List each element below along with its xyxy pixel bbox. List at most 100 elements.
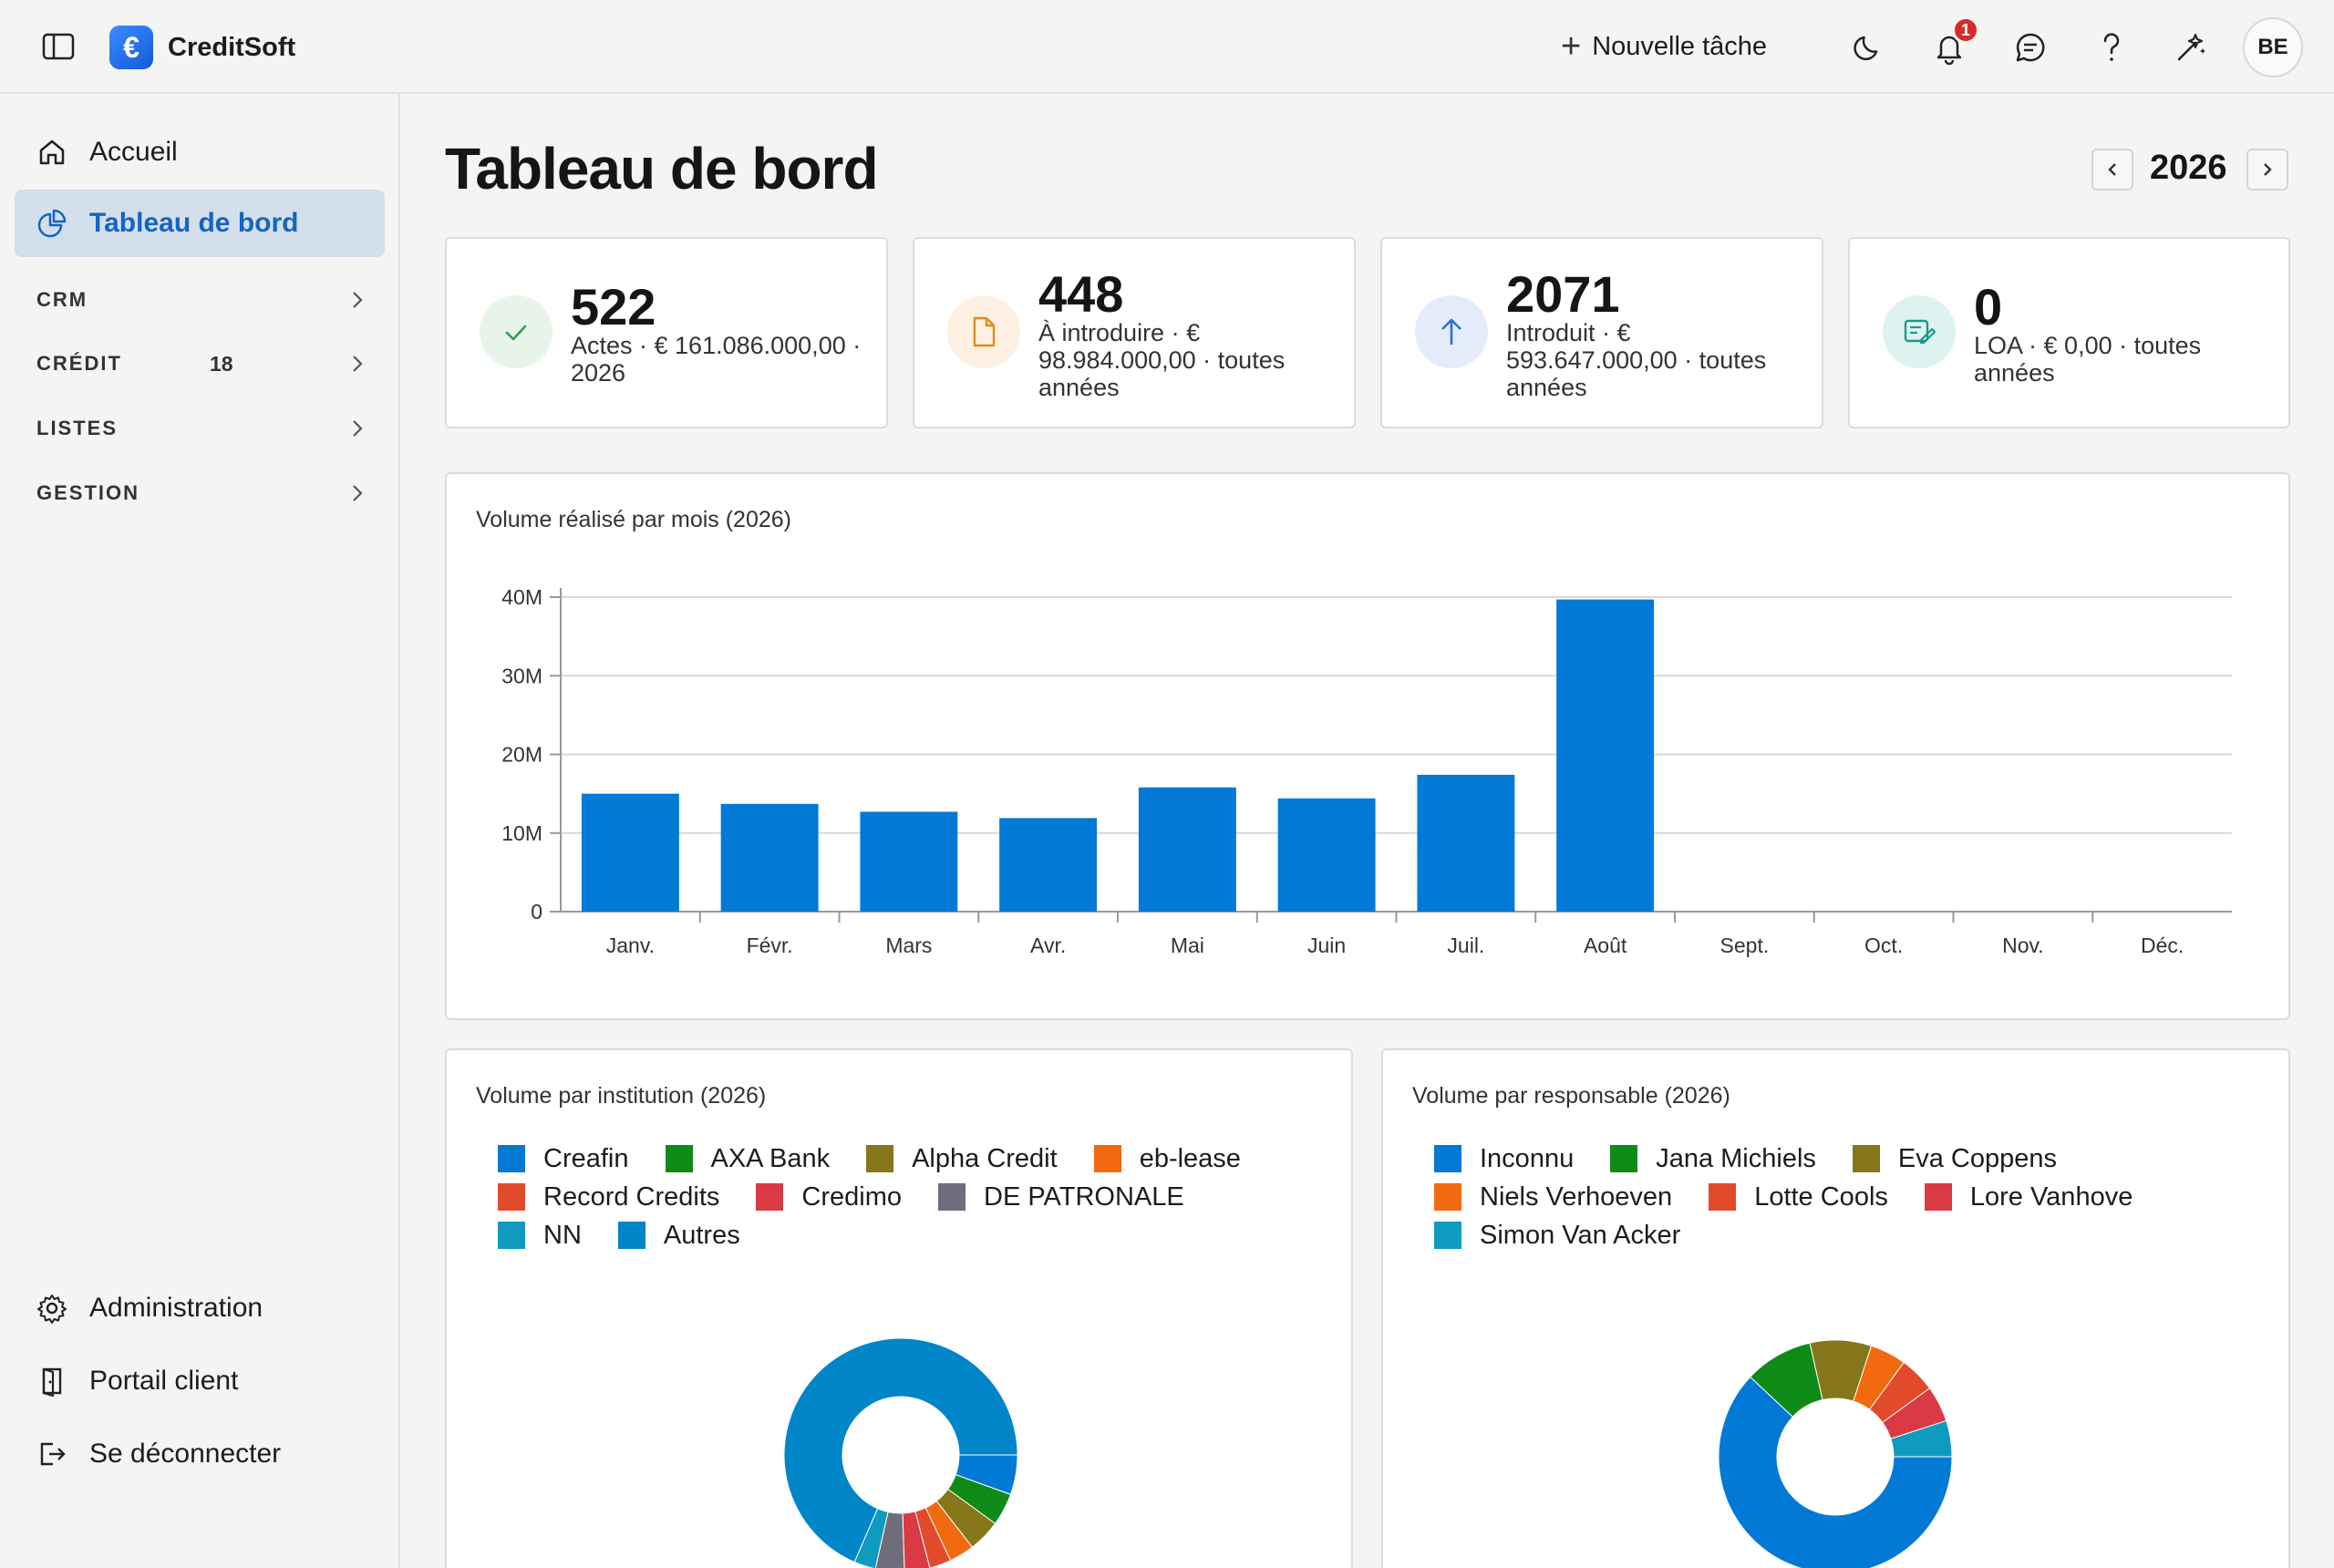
bar [1138,787,1236,912]
magic-wand-icon[interactable] [2171,27,2211,67]
legend-item[interactable]: Eva Coppens [1852,1144,2057,1173]
pie-slice [783,1337,1018,1563]
legend-swatch [938,1183,966,1211]
legend-swatch [1852,1145,1880,1172]
legend-item[interactable]: DE PATRONALE [938,1181,1184,1212]
x-tick-label: Févr. [747,934,793,957]
plus-icon: + [1561,27,1582,66]
stat-card-loa[interactable]: 0 LOA · € 0,00 · toutes années [1848,237,2290,428]
legend-item[interactable]: Alpha Credit [866,1144,1058,1173]
pie-slice [1853,1345,1905,1410]
institution-donut-chart [783,1337,1018,1568]
legend-item[interactable]: NN [498,1221,582,1250]
stat-card-introduit[interactable]: 2071 Introduit · € 593.647.000,00 · tout… [1380,237,1823,428]
pie-chart-icon [36,208,67,239]
brand-name: CreditSoft [168,33,296,62]
stat-card-a-introduire[interactable]: 448 À introduire · € 98.984.000,00 · tou… [913,237,1356,428]
legend-item[interactable]: eb-lease [1093,1143,1241,1173]
sidebar-item-se-deconnecter[interactable]: Se déconnecter [15,1420,385,1488]
pie-slice [874,1511,905,1568]
legend-label: DE PATRONALE [984,1181,1184,1212]
pie-slice [947,1474,1012,1524]
bar [720,803,819,912]
x-tick-label: Juil. [1447,934,1484,957]
x-tick-label: Janv. [606,934,655,957]
pie-slice [1718,1376,1953,1568]
sidebar-item-accueil[interactable]: Accueil [15,119,385,186]
sidebar-toggle-icon[interactable] [40,31,77,62]
stat-card-actes[interactable]: 522 Actes · € 161.086.000,00 · 2026 [445,237,888,428]
chat-icon[interactable] [2010,27,2050,67]
top-bar: € CreditSoft + Nouvelle tâche 1 BE [0,0,2334,94]
sidebar-item-administration[interactable]: Administration [15,1274,385,1342]
pie-slice [914,1507,952,1568]
legend-item[interactable]: Simon Van Acker [1434,1221,1680,1250]
avatar[interactable]: BE [2243,17,2303,77]
legend-swatch [756,1183,784,1211]
responsable-donut-chart [1718,1339,1953,1568]
y-tick-label: 30M [501,664,542,687]
bell-icon[interactable] [1929,27,1969,67]
sidebar-section-gestion[interactable]: GESTION [36,475,365,511]
x-tick-label: Mai [1171,934,1204,957]
legend-item[interactable]: AXA Bank [665,1144,830,1173]
legend-item[interactable]: Creafin [498,1144,629,1173]
notification-badge: 1 [1952,16,1979,44]
bar [999,818,1098,912]
stat-value: 2071 [1506,265,1620,323]
legend-swatch [498,1145,525,1172]
responsable-legend: Inconnu Jana Michiels Eva Coppens Niels Ver… [1434,1144,2218,1250]
bar [581,793,679,912]
legend-item[interactable]: Niels Verhoeven [1434,1181,1673,1212]
pie-slice [1749,1342,1823,1418]
institution-legend: Creafin AXA Bank Alpha Credit eb-lease Recor… [498,1143,1282,1250]
y-tick-label: 20M [501,743,542,767]
sidebar-section-crm[interactable]: CRM [36,282,365,318]
new-task-button[interactable]: + Nouvelle tâche [1561,26,1767,67]
legend-item[interactable]: Inconnu [1434,1144,1574,1173]
edit-document-icon [1883,295,1956,368]
chevron-right-icon [350,353,365,380]
previous-year-button[interactable] [2091,149,2133,191]
sidebar-section-credit[interactable]: CRÉDIT 18 [36,346,365,382]
legend-item[interactable]: Credimo [756,1182,902,1212]
stat-value: 448 [1038,265,1124,323]
help-icon[interactable] [2091,27,2132,67]
stat-description: À introduire · € 98.984.000,00 · toutes … [1038,319,1286,401]
dark-mode-moon-icon[interactable] [1848,27,1888,67]
legend-swatch [1924,1183,1952,1211]
legend-item[interactable]: Autres [617,1220,740,1250]
sidebar-section-listes[interactable]: LISTES [36,410,365,447]
home-icon [36,137,67,168]
gear-icon [36,1293,67,1324]
legend-label: Niels Verhoeven [1480,1181,1673,1212]
pie-slice [902,1511,931,1568]
legend-item[interactable]: Jana Michiels [1610,1144,1816,1173]
chart-title: Volume par responsable (2026) [1412,1083,1730,1109]
chart-title: Volume réalisé par mois (2026) [476,507,791,532]
legend-item[interactable]: Record Credits [498,1182,719,1212]
legend-swatch [665,1145,693,1172]
legend-item[interactable]: Lore Vanhove [1924,1182,2133,1212]
legend-swatch [1434,1145,1461,1172]
sidebar-item-portail-client[interactable]: Portail client [15,1347,385,1415]
section-label: LISTES [36,417,119,439]
section-count-badge: 18 [210,351,233,376]
legend-swatch [498,1183,525,1211]
legend-swatch [1093,1145,1121,1172]
responsable-volume-panel: Volume par responsable (2026) Inconnu Jan… [1381,1048,2290,1568]
next-year-button[interactable] [2246,149,2288,191]
legend-item[interactable]: Lotte Cools [1709,1182,1888,1212]
logout-icon [36,1439,67,1470]
stat-description: LOA · € 0,00 · toutes années [1974,332,2202,387]
legend-label: Autres [663,1220,740,1250]
legend-swatch [1709,1183,1737,1211]
legend-label: eb-lease [1139,1143,1241,1173]
sidebar-item-tableau-de-bord[interactable]: Tableau de bord [15,190,385,257]
logo-icon: € [109,26,153,69]
pie-slice [1809,1339,1873,1402]
check-icon [480,295,553,368]
sidebar: Accueil Tableau de bord CRM CRÉDIT 18 LI… [0,94,400,1568]
sidebar-item-label: Se déconnecter [89,1439,282,1469]
chevron-left-icon [2108,163,2116,176]
